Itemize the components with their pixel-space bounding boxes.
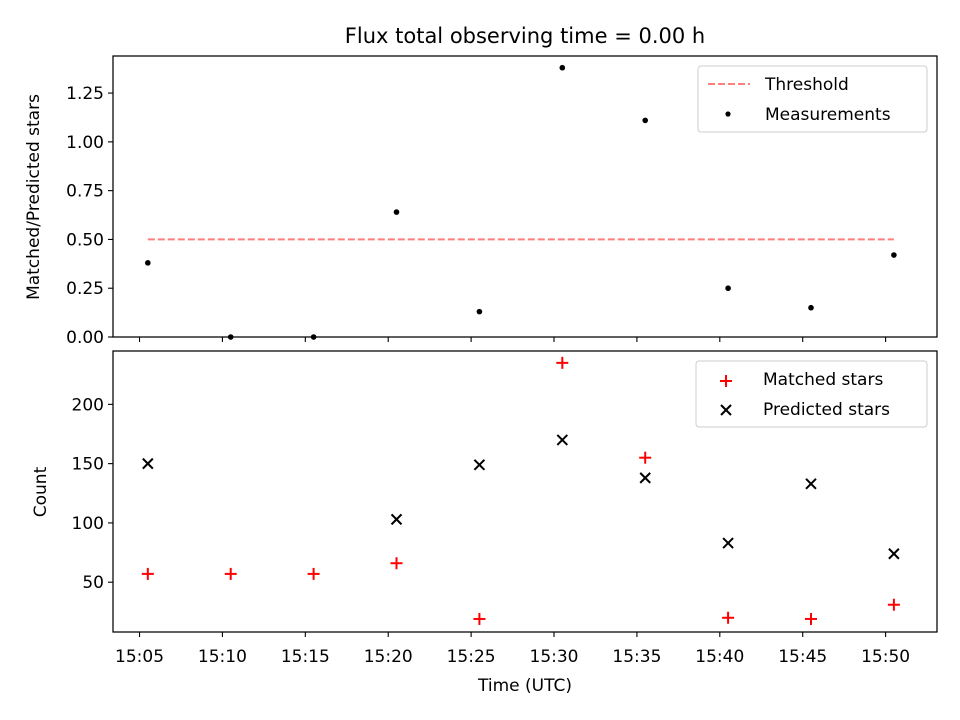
x-tick-label: 15:35: [612, 647, 661, 667]
count-legend: Matched stars Predicted stars: [695, 360, 928, 428]
predicted-stars-point: [722, 537, 734, 549]
matched-stars-point: [473, 612, 486, 625]
matched-stars-point: [722, 611, 735, 624]
y-tick-label: 100: [72, 514, 104, 534]
matched-stars-point: [639, 451, 652, 464]
ratio-legend: Threshold Measurements: [697, 65, 928, 133]
matched-stars-point: [141, 567, 154, 580]
measurement-point: [559, 64, 566, 71]
x-tick-label: 15:10: [198, 647, 247, 667]
measurement-point: [145, 260, 151, 266]
count-y-axis-label: Count: [31, 466, 51, 517]
measurement-point: [725, 285, 731, 292]
ratio-axes: 0.00 0.25 0.50 0.75 1.00 1.25 Matched/Predict…: [24, 55, 938, 348]
measurement-point: [476, 308, 483, 315]
ratio-axes-frame: [112, 55, 938, 338]
ratio-y-axis-label: Matched/Predicted stars: [24, 94, 44, 300]
count-legend-frame: [695, 360, 928, 428]
x-tick-label: 15:45: [778, 647, 827, 667]
matched-stars-point: [887, 598, 900, 611]
ratio-legend-frame: [697, 65, 928, 133]
y-tick-label: 0.25: [66, 279, 104, 299]
y-tick-label: 150: [72, 455, 104, 475]
predicted-stars-point: [639, 472, 651, 484]
measurement-point: [393, 209, 400, 215]
legend-predicted-swatch: [720, 404, 732, 416]
x-tick-label: 15:25: [447, 647, 496, 667]
x-tick-label: 15:05: [115, 647, 164, 667]
y-tick-label: 200: [72, 395, 104, 415]
legend-predicted-label: Predicted stars: [763, 400, 890, 420]
matched-stars-point: [224, 567, 237, 580]
count-axes-frame: [112, 350, 938, 633]
y-tick-label: 0.50: [66, 230, 104, 250]
x-tick-label: 15:20: [364, 647, 413, 667]
matched-stars-point: [804, 612, 817, 625]
y-tick-label: 1.25: [66, 84, 104, 104]
legend-measurements-label: Measurements: [765, 105, 891, 125]
count-axes: 50 100 150 200 15:05 15:10 15:15 15:20 15:25 15:…: [31, 350, 938, 696]
x-tick-label: 15:30: [530, 647, 579, 667]
x-tick-label: 15:15: [281, 647, 330, 667]
y-tick-label: 0.75: [66, 182, 104, 202]
legend-measurements-swatch: [725, 111, 731, 117]
predicted-stars-point: [888, 548, 900, 560]
measurement-point: [642, 117, 649, 124]
chart-title: Flux total observing time = 0.00 h: [345, 24, 705, 48]
y-tick-label: 0.00: [66, 328, 104, 348]
x-axis-label: Time (UTC): [477, 676, 572, 696]
predicted-stars-point: [142, 457, 154, 470]
measurement-point: [891, 252, 897, 258]
x-tick-label: 15:40: [695, 647, 744, 667]
legend-matched-label: Matched stars: [763, 370, 883, 390]
predicted-stars-point: [556, 434, 569, 446]
matched-stars-point: [556, 356, 569, 369]
predicted-stars-point: [805, 478, 817, 490]
x-tick-label: 15:50: [861, 647, 910, 667]
matched-stars-point: [307, 567, 320, 580]
measurement-point: [808, 304, 814, 311]
y-tick-label: 50: [82, 573, 104, 593]
legend-matched-swatch: [720, 375, 732, 387]
y-tick-label: 1.00: [66, 133, 104, 153]
legend-threshold-label: Threshold: [764, 75, 849, 95]
predicted-stars-point: [390, 513, 403, 526]
predicted-stars-point: [473, 459, 486, 471]
matched-stars-point: [390, 557, 403, 570]
